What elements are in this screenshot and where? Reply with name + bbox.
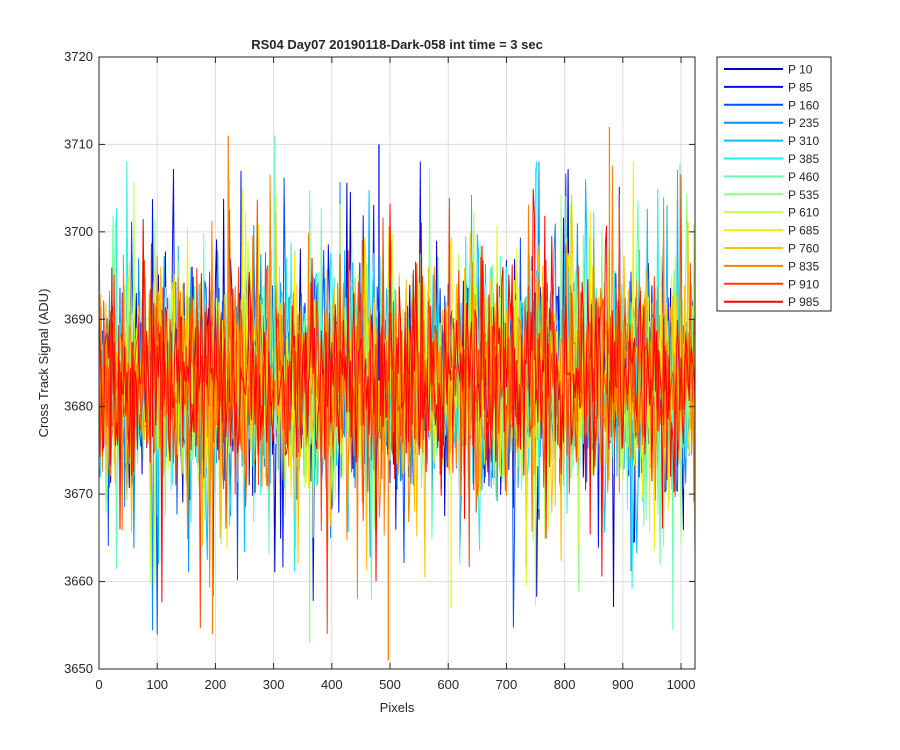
y-axis-label: Cross Track Signal (ADU) [36, 289, 51, 438]
x-tick-label: 900 [612, 677, 634, 692]
x-tick-label: 400 [321, 677, 343, 692]
x-tick-label: 300 [263, 677, 285, 692]
legend-entry-label: P 460 [788, 170, 819, 184]
y-tick-label: 3660 [64, 574, 93, 589]
legend-entry-label: P 10 [788, 63, 813, 77]
x-axis-label: Pixels [380, 700, 415, 715]
y-axis-ticks: 3650 3660 3670 3680 3690 3700 3710 3720 [64, 49, 695, 676]
legend-entry-label: P 985 [788, 295, 819, 309]
x-tick-label: 200 [205, 677, 227, 692]
legend-entry-label: P 835 [788, 259, 819, 273]
legend-entry-label: P 235 [788, 116, 819, 130]
x-tick-label: 800 [554, 677, 576, 692]
legend: P 10 P 85 P 160 P 235 P 310 P 385 P 460 P 535 P … [716, 56, 832, 312]
series-line-p760 [98, 161, 696, 578]
x-tick-label: 1000 [667, 677, 696, 692]
legend-entry-label: P 535 [788, 188, 819, 202]
axes-box [98, 56, 696, 670]
y-tick-label: 3720 [64, 49, 93, 64]
y-tick-label: 3680 [64, 399, 93, 414]
y-tick-label: 3650 [64, 661, 93, 676]
chart-title: RS04 Day07 20190118-Dark-058 int time = … [251, 37, 543, 52]
legend-entry-label: P 310 [788, 134, 819, 148]
x-tick-label: 0 [95, 677, 102, 692]
legend-entry-label: P 760 [788, 242, 819, 256]
series-line-p985 [98, 188, 696, 603]
legend-entry-label: P 610 [788, 206, 819, 220]
series-layer [98, 126, 696, 661]
legend-box [716, 56, 832, 312]
legend-entry-label: P 85 [788, 80, 813, 94]
x-tick-label: 100 [146, 677, 168, 692]
legend-entry-label: P 910 [788, 277, 819, 291]
legend-entry-label: P 685 [788, 224, 819, 238]
y-tick-label: 3690 [64, 311, 93, 326]
x-tick-label: 700 [496, 677, 518, 692]
y-tick-label: 3710 [64, 136, 93, 151]
x-tick-label: 500 [379, 677, 401, 692]
x-tick-label: 600 [437, 677, 459, 692]
y-tick-label: 3670 [64, 486, 93, 501]
y-tick-label: 3700 [64, 224, 93, 239]
legend-entry-label: P 160 [788, 98, 819, 112]
x-axis-ticks: 0 100 200 300 400 500 600 700 800 900 1000 [95, 57, 695, 692]
legend-entry-label: P 385 [788, 152, 819, 166]
